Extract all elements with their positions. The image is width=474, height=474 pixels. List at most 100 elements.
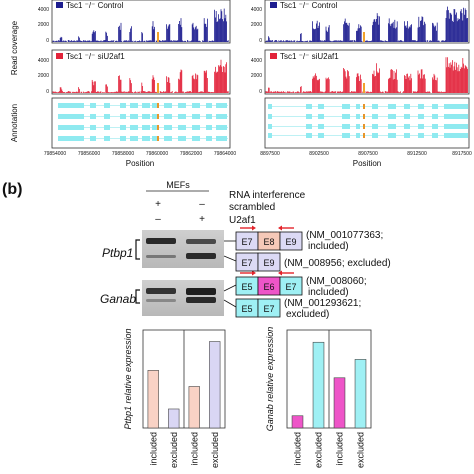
xtick-excluded-2: excluded — [314, 432, 324, 468]
exon-block — [388, 133, 396, 138]
bar-included-1 — [291, 415, 304, 429]
ptbp1-included-accession: (NM_001077363; — [306, 230, 383, 241]
ytick-kd-left-4000: 4000 — [38, 58, 49, 64]
exon-block — [372, 114, 378, 119]
exon-block — [306, 114, 312, 119]
exon-block — [104, 114, 110, 119]
ytick-kd-right-2000: 2000 — [251, 73, 262, 79]
exon-connectors — [223, 240, 237, 308]
ganab-band-excluded-lane1 — [146, 299, 176, 302]
exon-block — [216, 125, 227, 130]
highlight-exon-block — [157, 125, 159, 130]
exon-block — [120, 103, 126, 108]
exon-block — [178, 125, 186, 130]
ganab-included-accession: (NM_008060; — [306, 276, 367, 287]
annotation-exons-left — [58, 103, 228, 141]
xtick-right-4: 8912500 — [407, 151, 427, 157]
exon-block — [356, 124, 360, 129]
xtick-included-3: included — [189, 432, 199, 466]
ptbp1-band-included-lane2 — [186, 239, 216, 244]
exon-block — [372, 104, 378, 109]
ytick-ctrl-left-0: 0 — [46, 38, 49, 44]
exon-block — [206, 136, 212, 141]
exon-block — [404, 133, 410, 138]
highlight-exon-block — [157, 114, 159, 119]
legend-swatch-control-right — [270, 2, 277, 8]
bar-excluded-4 — [209, 341, 221, 429]
exon-block — [306, 104, 312, 109]
exon-block — [404, 124, 410, 129]
xtick-left-3: 79858000 — [112, 151, 134, 157]
ganab-exon-e7 — [279, 276, 303, 296]
exon-block — [164, 103, 172, 108]
ganab-excluded-exon-e7 — [257, 298, 281, 318]
exon-block — [58, 103, 84, 108]
legend-swatch-knockdown-right — [270, 53, 277, 59]
exon-block — [342, 104, 350, 109]
exon-block — [152, 125, 158, 130]
ptbp1-included-isoform: E7 E8 E9 (NM_001077363; included) — [235, 230, 383, 252]
exon-block — [444, 114, 468, 119]
scrambled-minus: – — [199, 199, 205, 210]
ganab-e5-label: E5 — [241, 282, 252, 292]
ylabel-read-coverage: Read coverage — [10, 20, 19, 75]
ganab-e7-label: E7 — [285, 282, 296, 292]
scrambled-label: scrambled — [229, 202, 275, 213]
exon-block — [356, 104, 360, 109]
exon-block — [318, 133, 324, 138]
exon-block — [142, 136, 150, 141]
legend-knockdown-right: Tsc1 ⁻/⁻ siU2af1 — [280, 52, 339, 61]
ganab-included-isoform: E5 E6 E7 (NM_008060; included) — [235, 276, 367, 298]
xtick-left-6: 79864000 — [214, 151, 236, 157]
ptbp1-bracket — [135, 239, 140, 260]
control-coverage-right — [265, 6, 469, 42]
xtick-right-2: 8902500 — [309, 151, 329, 157]
ptbp1-excluded-isoform: E7 E9 (NM_008956; excluded) — [235, 252, 391, 272]
ganab-excluded-note: excluded) — [286, 309, 329, 320]
control-track-frame-right — [264, 0, 470, 44]
ptbp1-exon-e9 — [279, 231, 303, 251]
legend-knockdown-left: Tsc1 ⁻/⁻ siU2af1 — [66, 52, 125, 61]
xtick-included-1: included — [148, 432, 158, 466]
connector-ganab-inc — [223, 284, 237, 292]
knockdown-coverage-left — [52, 59, 229, 93]
exon-block — [404, 114, 410, 119]
exon-block — [342, 114, 350, 119]
exon-block — [268, 114, 272, 119]
ptbp1-excluded-e7-label: E7 — [241, 258, 252, 268]
exon-block — [306, 133, 312, 138]
bar-excluded-2 — [168, 408, 180, 429]
exon-block — [120, 125, 126, 130]
exon-block — [418, 133, 424, 138]
exon-block — [164, 136, 172, 141]
rnai-label: RNA interference — [229, 190, 306, 201]
ptbp1-chart-ylabel: Ptbp1 relative expression — [123, 328, 133, 429]
ganab-e6-label: E6 — [263, 282, 274, 292]
ganab-forward-arrowhead — [252, 270, 256, 276]
ptbp1-band-excluded-lane1 — [146, 255, 176, 258]
exon-block — [90, 103, 96, 108]
exon-block — [58, 125, 84, 130]
exon-block — [164, 125, 172, 130]
exon-block — [142, 103, 150, 108]
exon-block — [192, 136, 200, 141]
exon-block — [178, 114, 186, 119]
exon-block — [432, 104, 438, 109]
xtick-excluded-4: excluded — [210, 432, 220, 468]
exon-block — [130, 125, 138, 130]
ytick-ctrl-right-2000: 2000 — [251, 22, 262, 28]
xtick-included-1: included — [293, 432, 303, 466]
exon-block — [388, 124, 396, 129]
ptbp1-reverse-arrowhead — [278, 225, 282, 231]
xtick-right-1: 8897500 — [260, 151, 280, 157]
exon-block — [444, 104, 468, 109]
exon-block — [306, 124, 312, 129]
annotation-track-frame-right — [264, 97, 470, 149]
exon-block — [178, 103, 186, 108]
xtick-excluded-4: excluded — [356, 432, 366, 468]
ytick-ctrl-right-4000: 4000 — [251, 7, 262, 13]
ptbp1-band-included-lane1 — [146, 238, 176, 244]
bar-excluded-4 — [354, 359, 367, 429]
xtick-excluded-2: excluded — [169, 432, 179, 468]
